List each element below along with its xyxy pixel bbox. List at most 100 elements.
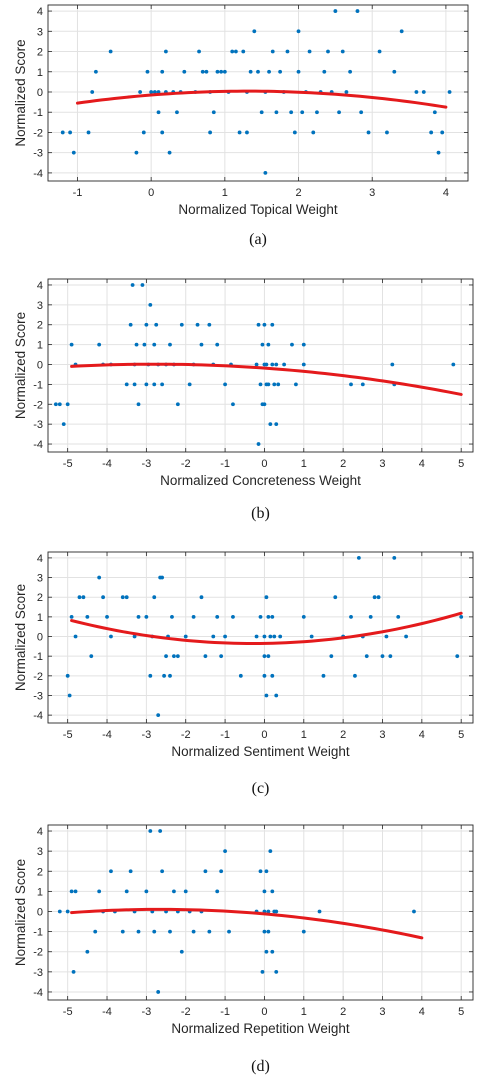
x-tick-label: 4 [419, 1006, 425, 1018]
data-point [160, 130, 165, 135]
y-tick-label: -2 [33, 671, 43, 683]
data-point [67, 693, 72, 698]
y-tick-label: 1 [37, 340, 43, 352]
x-tick-label: -1 [220, 458, 230, 470]
data-point [140, 283, 145, 287]
x-tick-label: 5 [458, 1006, 464, 1018]
y-tick-label: 1 [37, 612, 43, 624]
data-point [233, 49, 238, 54]
data-point [390, 362, 395, 367]
data-point [71, 150, 76, 155]
data-point [97, 889, 102, 894]
x-tick-label: -4 [102, 729, 112, 741]
data-point [154, 322, 159, 327]
y-tick-label: 2 [37, 320, 43, 332]
y-tick-label: -1 [33, 379, 43, 391]
y-tick-label: 2 [37, 592, 43, 604]
data-point [270, 949, 275, 954]
data-point [132, 634, 137, 639]
data-point [301, 929, 306, 934]
data-point [238, 673, 243, 678]
y-axis-label: Normalized Score [13, 584, 28, 691]
panel-caption: (c) [252, 780, 270, 797]
data-point [61, 422, 66, 427]
data-point [168, 342, 172, 347]
y-axis-label: Normalized Score [13, 39, 28, 146]
y-tick-label: -2 [33, 127, 43, 139]
y-tick-label: 0 [37, 632, 43, 644]
data-point [207, 929, 212, 934]
y-tick-label: -4 [33, 987, 43, 999]
data-point [337, 110, 341, 115]
data-point [69, 342, 74, 347]
data-point [385, 130, 389, 135]
data-point [152, 595, 157, 600]
data-point [208, 130, 213, 135]
data-point [81, 595, 86, 600]
data-point [256, 442, 261, 446]
data-point [168, 929, 172, 934]
x-tick-label: 1 [301, 1006, 307, 1018]
data-point [268, 422, 273, 427]
y-tick-label: -3 [33, 967, 43, 979]
data-point [69, 889, 74, 894]
data-point [294, 382, 298, 387]
panel-caption: (d) [251, 1058, 270, 1075]
x-tick-label: -1 [73, 187, 83, 199]
x-axis-label: Normalized Topical Weight [178, 202, 338, 217]
data-point [440, 130, 445, 135]
data-point [364, 654, 369, 659]
data-point [263, 171, 268, 175]
data-point [163, 49, 168, 54]
data-point [152, 382, 157, 387]
data-point [421, 90, 426, 94]
data-point [260, 342, 265, 347]
data-point [359, 110, 364, 115]
data-point [97, 575, 102, 580]
data-point [274, 422, 279, 427]
data-point [258, 869, 263, 874]
data-point [266, 342, 271, 347]
data-point [388, 654, 393, 659]
data-point [138, 90, 143, 94]
data-point [156, 713, 161, 718]
y-tick-label: 4 [37, 280, 43, 292]
x-tick-label: -3 [141, 729, 151, 741]
data-point [392, 69, 397, 74]
data-point [203, 654, 208, 659]
y-tick-label: 0 [37, 906, 43, 918]
panel-caption: (b) [251, 505, 270, 522]
data-point [182, 69, 187, 74]
x-tick-label: -5 [63, 458, 73, 470]
data-point [222, 69, 227, 74]
y-tick-label: 0 [37, 87, 43, 99]
data-point [89, 654, 94, 659]
data-point [349, 382, 353, 387]
data-point [191, 929, 196, 934]
data-point [57, 402, 62, 407]
data-point [270, 614, 275, 619]
data-point [412, 909, 416, 914]
data-point [262, 634, 267, 639]
data-point [262, 322, 267, 327]
data-point [170, 614, 174, 619]
data-point [260, 969, 265, 974]
chart-panel-4: -5 -4 -3 -2 -1 0 1 2 3 4 5 -4 -3 -2 -1 0 1 2 3 4 Normalized … [13, 824, 474, 1075]
y-tick-label: 0 [37, 360, 43, 372]
data-point [223, 382, 227, 387]
data-point [296, 29, 301, 34]
data-point [274, 362, 279, 367]
y-tick-label: -4 [33, 439, 43, 451]
data-point [340, 49, 345, 54]
data-point [148, 829, 153, 833]
data-point [164, 654, 168, 659]
y-axis-label: Normalized Score [13, 859, 28, 966]
x-tick-label: -3 [141, 1006, 151, 1018]
data-point [179, 322, 184, 327]
data-point [148, 673, 153, 678]
x-tick-label: -4 [102, 458, 112, 470]
x-tick-label: 5 [458, 458, 464, 470]
data-point [136, 402, 141, 407]
data-point [219, 69, 224, 74]
fit-curve [70, 907, 424, 940]
